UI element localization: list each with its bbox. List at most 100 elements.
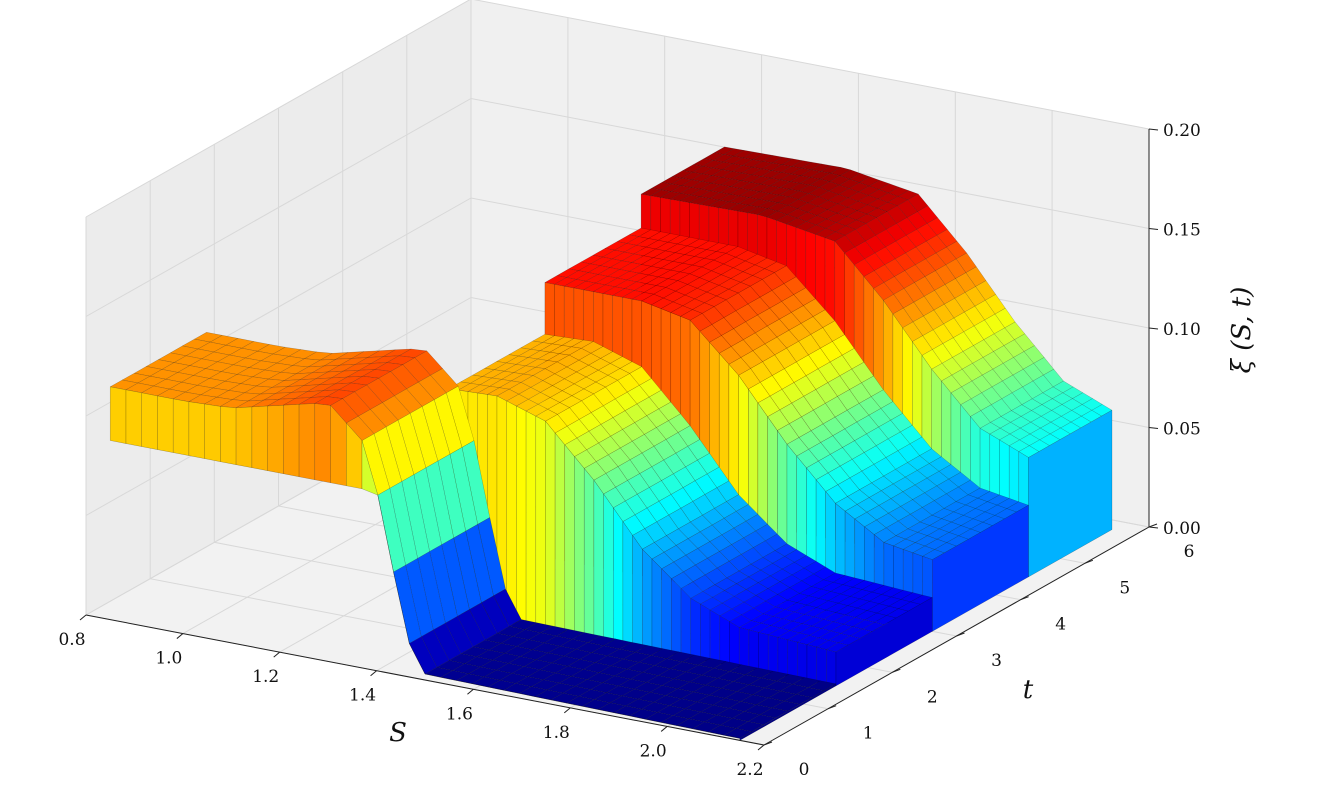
surface-face [723, 728, 753, 739]
x-tick-label: 2.0 [640, 741, 667, 761]
surface-wall [671, 578, 682, 657]
surface-wall [826, 649, 837, 687]
surface-wall [574, 456, 585, 638]
surface-wall [632, 534, 643, 649]
surface-end-wall [835, 597, 933, 687]
y-tick [1148, 523, 1158, 528]
surface-wall [613, 507, 624, 646]
surface-wall [283, 404, 300, 478]
surface-wall [700, 603, 711, 662]
surface-wall [690, 597, 701, 661]
surface-wall [651, 558, 662, 653]
tick-labels: 0.8 1.0 1.2 1.4 1.6 1.8 2.0 2.2 0 1 2 3 4 5 6 0.00 0.05 0… [58, 121, 1200, 780]
x-axis-line [85, 614, 765, 746]
surface-wall [806, 644, 817, 683]
y-tick [763, 741, 773, 746]
surface-wall [535, 415, 546, 631]
y-tick-label: 5 [1119, 578, 1130, 598]
surface-end-wall [739, 683, 837, 741]
z-tick [1148, 228, 1159, 230]
z-tick-label: 0.05 [1163, 420, 1201, 440]
z-tick [1148, 128, 1159, 131]
surface-wall [797, 641, 808, 681]
x-tick-label: 1.4 [349, 686, 376, 706]
z-tick-label: 0.20 [1163, 121, 1201, 141]
surface-wall [719, 615, 730, 666]
y-axis-label: t [1023, 675, 1034, 705]
y-tick-label: 4 [1055, 615, 1066, 635]
surface-wall [816, 646, 827, 685]
z-axis-label: ξ (S, t) [1227, 287, 1257, 374]
x-tick-label: 1.8 [543, 723, 570, 743]
surface-wall [361, 440, 379, 496]
surface-segment [109, 332, 837, 741]
surface-face [1060, 421, 1082, 435]
surface-wall [204, 403, 221, 462]
surface-wall [235, 406, 253, 468]
surface-face [1028, 439, 1050, 452]
surface-wall [593, 479, 604, 642]
y-tick [1084, 559, 1094, 564]
y-tick [827, 705, 837, 710]
grid-line-z [85, 0, 1150, 218]
surface-wall [545, 420, 556, 633]
surface-wall [298, 403, 315, 481]
x-tick [79, 614, 87, 621]
surface-wall [709, 609, 720, 664]
surface-wall [506, 400, 517, 625]
surface-mesh [109, 146, 1113, 741]
surface-face [934, 542, 957, 554]
surface-wall [109, 386, 127, 444]
x-tick [176, 633, 184, 639]
x-tick [370, 670, 377, 677]
z-tick [1148, 526, 1159, 529]
surface-wall [680, 588, 691, 659]
x-tick-label: 1.6 [446, 704, 473, 724]
grid-line-z [85, 97, 1150, 317]
surface-wall [516, 405, 527, 627]
z-tick-label: 0.15 [1163, 221, 1201, 241]
y-tick [956, 632, 965, 637]
y-tick [892, 668, 901, 673]
surface-wall [141, 392, 158, 450]
x-tick-label: 2.2 [736, 760, 763, 780]
x-tick [757, 744, 765, 751]
z-tick-label: 0.00 [1163, 519, 1201, 539]
surface-wall [584, 467, 595, 640]
surface-face [922, 549, 945, 560]
x-tick-label: 1.0 [155, 649, 182, 669]
surface-wall [622, 520, 633, 648]
z-tick-label: 0.10 [1163, 320, 1201, 340]
surface-wall [554, 432, 565, 635]
surface-wall [642, 548, 653, 651]
surface-wall [661, 568, 672, 655]
surface-wall [157, 395, 174, 453]
surface-wall [220, 406, 237, 465]
surface-wall [739, 627, 750, 670]
x-tick-label: 0.8 [58, 630, 85, 650]
x-tick [273, 651, 281, 658]
surface-wall [125, 389, 142, 447]
y-tick-label: 2 [927, 687, 938, 707]
x-tick-label: 1.2 [252, 667, 279, 687]
y-tick-label: 3 [991, 651, 1002, 671]
z-tick [1148, 427, 1159, 429]
surface-wall [172, 398, 190, 456]
surface-wall [748, 629, 759, 672]
z-tick [1148, 327, 1159, 330]
surface-wall [267, 404, 284, 474]
surface-wall [603, 493, 614, 644]
y-tick-label: 0 [799, 760, 810, 780]
y-tick [1020, 596, 1029, 601]
surface-wall [787, 639, 798, 679]
surface-wall [777, 637, 788, 677]
y-tick-label: 6 [1184, 542, 1195, 562]
surface-wall [525, 410, 536, 629]
surface-wall [768, 634, 779, 675]
surface-wall [314, 403, 331, 484]
surface-wall [188, 401, 205, 459]
x-tick [660, 726, 668, 732]
surface-face [1081, 410, 1102, 423]
surface-wall [758, 632, 769, 674]
